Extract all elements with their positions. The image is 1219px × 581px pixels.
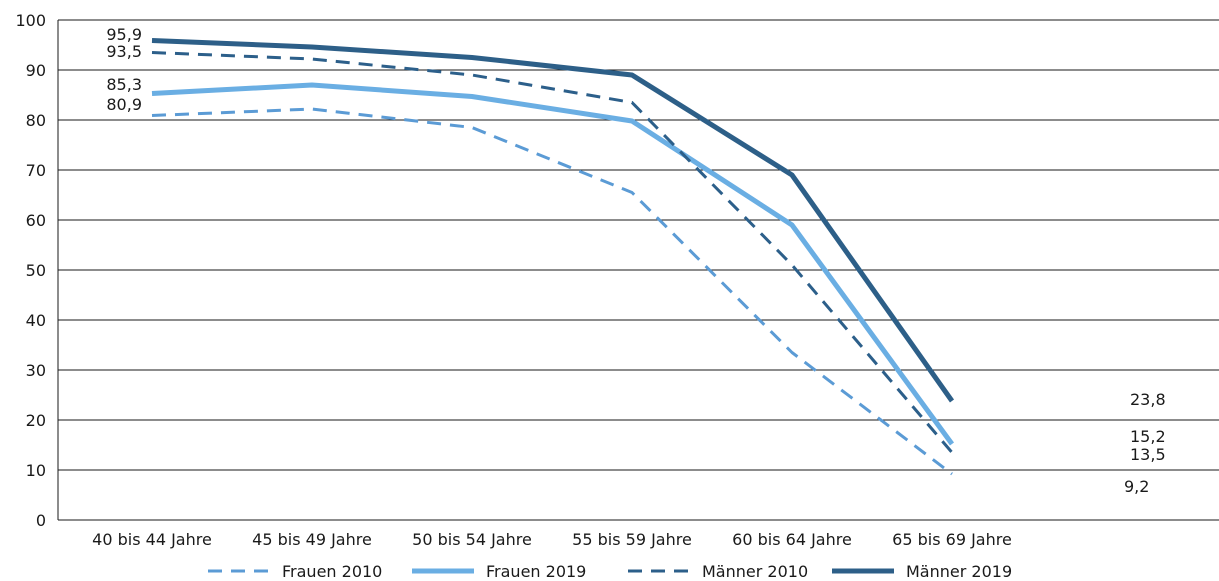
y-tick-label: 10 xyxy=(26,461,46,480)
x-tick-label: 45 bis 49 Jahre xyxy=(252,530,372,549)
y-tick-label: 40 xyxy=(26,311,46,330)
legend-label: Männer 2019 xyxy=(906,562,1012,581)
x-tick-label: 40 bis 44 Jahre xyxy=(92,530,212,549)
y-axis-ticks: 0 10 20 30 40 50 60 70 80 90 100 xyxy=(15,11,46,530)
legend-label: Frauen 2010 xyxy=(282,562,382,581)
y-tick-label: 100 xyxy=(15,11,46,30)
data-label: 93,5 xyxy=(106,42,142,61)
x-tick-label: 65 bis 69 Jahre xyxy=(892,530,1012,549)
series-line xyxy=(151,38,955,403)
y-tick-label: 80 xyxy=(26,111,46,130)
y-tick-label: 0 xyxy=(36,511,46,530)
series-line xyxy=(151,107,953,476)
x-axis-ticks: 40 bis 44 Jahre 45 bis 49 Jahre 50 bis 54 … xyxy=(92,530,1012,549)
grid xyxy=(57,19,1219,521)
data-label: 23,8 xyxy=(1130,390,1166,409)
y-tick-label: 60 xyxy=(26,211,46,230)
x-tick-label: 55 bis 59 Jahre xyxy=(572,530,692,549)
y-tick-label: 90 xyxy=(26,61,46,80)
data-label: 95,9 xyxy=(106,25,142,44)
data-label: 85,3 xyxy=(106,75,142,94)
legend-label: Männer 2010 xyxy=(702,562,808,581)
data-label: 9,2 xyxy=(1124,477,1149,496)
x-tick-label: 50 bis 54 Jahre xyxy=(412,530,532,549)
data-label: 15,2 xyxy=(1130,427,1166,446)
series-lines xyxy=(151,38,955,476)
data-label: 13,5 xyxy=(1130,445,1166,464)
legend: Frauen 2010 Frauen 2019 Männer 2010 Männer … xyxy=(208,562,1012,581)
x-tick-label: 60 bis 64 Jahre xyxy=(732,530,852,549)
y-tick-label: 30 xyxy=(26,361,46,380)
y-tick-label: 20 xyxy=(26,411,46,430)
series-line xyxy=(151,51,954,454)
y-tick-label: 70 xyxy=(26,161,46,180)
y-tick-label: 50 xyxy=(26,261,46,280)
legend-label: Frauen 2019 xyxy=(486,562,586,581)
series-line xyxy=(151,82,955,446)
data-label: 80,9 xyxy=(106,95,142,114)
data-labels: 80,9 9,2 85,3 15,2 93,5 13,5 95,9 23,8 xyxy=(106,25,1165,496)
